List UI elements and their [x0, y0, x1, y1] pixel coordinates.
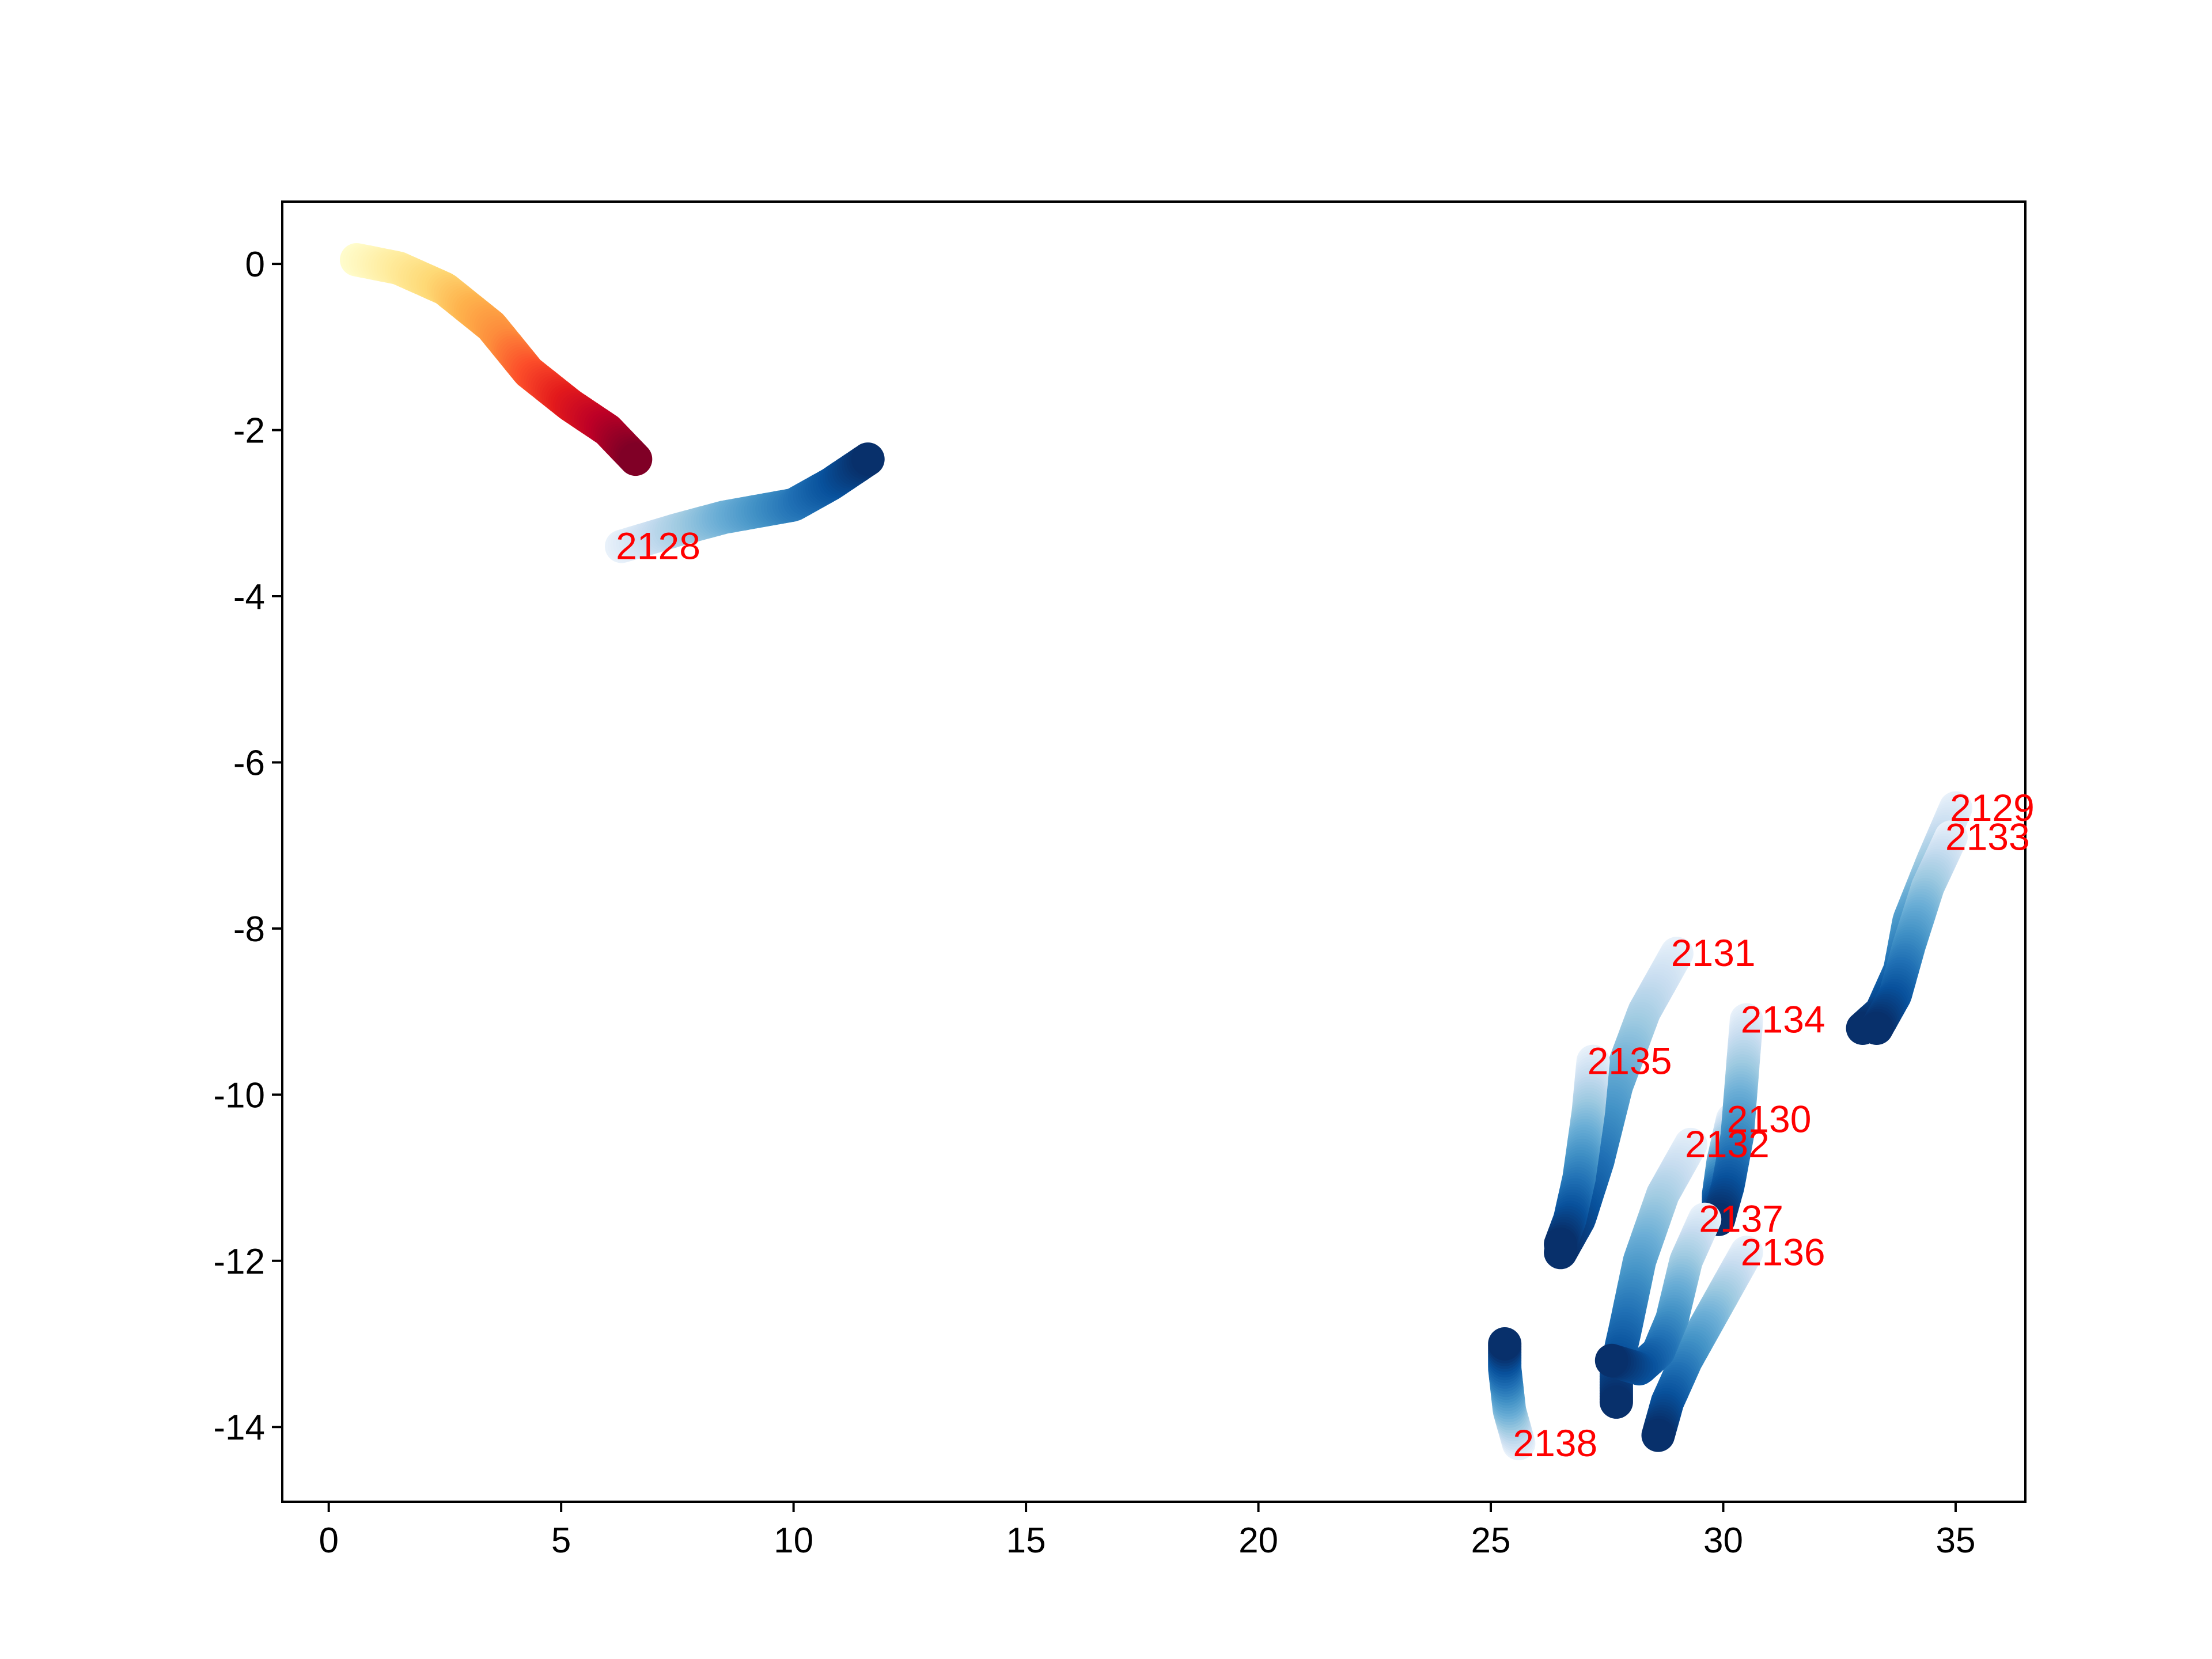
- trajectory-series: [1702, 1003, 1763, 1236]
- x-tick-label: 20: [1238, 1521, 1278, 1560]
- y-tick-label: -6: [233, 743, 265, 783]
- trajectory-series: [605, 442, 885, 563]
- trajectory-point: [1599, 1385, 1633, 1419]
- trajectory-point: [1488, 1327, 1522, 1361]
- trajectory-series: [1641, 1236, 1763, 1452]
- y-tick-label: -4: [233, 577, 265, 617]
- y-tick-label: -12: [213, 1242, 265, 1282]
- track-id-label: 2135: [1588, 1040, 1672, 1082]
- trajectory-tracks: [340, 243, 1972, 1460]
- track-id-label: 2134: [1741, 998, 1825, 1041]
- track-id-label: 2128: [616, 525, 700, 567]
- x-tick-label: 30: [1703, 1521, 1743, 1560]
- track-id-label: 2129: [1950, 786, 2035, 829]
- trajectory-series: [340, 243, 653, 476]
- y-tick-label: -2: [233, 411, 265, 451]
- track-id-label: 2131: [1671, 931, 1756, 974]
- x-tick-label: 5: [551, 1521, 571, 1560]
- y-tick-label: -10: [213, 1075, 265, 1115]
- trajectory-series: [1594, 1202, 1722, 1386]
- track-id-label: 2132: [1685, 1123, 1770, 1165]
- x-tick-label: 25: [1471, 1521, 1511, 1560]
- plot-frame: [281, 200, 2027, 1503]
- y-tick-label: -14: [213, 1408, 265, 1448]
- x-axis: 0 5 10 15 20 25 30 35: [319, 1502, 1975, 1560]
- track-id-label: 2130: [1727, 1098, 1812, 1141]
- trajectory-point: [619, 442, 653, 476]
- trajectory-point: [1544, 1227, 1578, 1261]
- trajectory-point: [851, 442, 885, 476]
- y-tick-label: 0: [245, 245, 265, 285]
- x-tick-label: 35: [1936, 1521, 1975, 1560]
- trajectory-point: [1641, 1418, 1675, 1452]
- track-id-label: 2136: [1741, 1230, 1825, 1273]
- track-id-label: 2133: [1945, 815, 2030, 858]
- trajectory-point: [1594, 1343, 1628, 1377]
- y-axis: 0 -2 -4 -6 -8 -10 -12 -14: [213, 245, 282, 1448]
- x-tick-label: 0: [319, 1521, 338, 1560]
- x-tick-label: 10: [774, 1521, 813, 1560]
- track-id-label: 2137: [1699, 1198, 1783, 1240]
- trajectory-series: [1544, 1044, 1610, 1261]
- trajectory-series: [1859, 820, 1968, 1045]
- x-tick-label: 15: [1006, 1521, 1046, 1560]
- trajectory-series: [1488, 1327, 1536, 1460]
- y-tick-label: -8: [233, 910, 265, 949]
- track-labels: 2128 2129 2130 2131 2132 2133 2134 2135 21362137…: [616, 525, 2035, 1465]
- track-id-label: 2138: [1513, 1422, 1597, 1464]
- trajectory-point: [1859, 1012, 1893, 1045]
